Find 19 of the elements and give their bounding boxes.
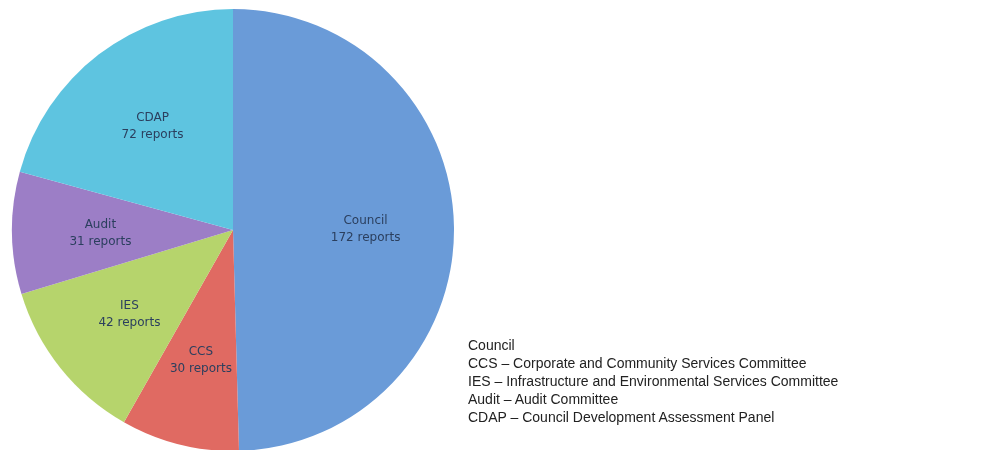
pie-slice bbox=[233, 9, 454, 450]
pie-slice bbox=[12, 171, 233, 295]
slice-label: CCS bbox=[188, 343, 214, 358]
pie-slice bbox=[19, 9, 233, 230]
slice-label: Audit bbox=[84, 216, 117, 231]
pie-slice bbox=[21, 230, 233, 423]
data-label: 31 reports bbox=[69, 233, 132, 248]
slice-label: IES bbox=[120, 297, 139, 312]
text: Audit – Audit Committee bbox=[468, 390, 620, 408]
data-label: 172 reports bbox=[330, 230, 401, 245]
data-label: 42 reports bbox=[98, 314, 161, 329]
data-label: 30 reports bbox=[169, 360, 232, 375]
slice-label: CDAP bbox=[136, 109, 169, 124]
slice-label: Council bbox=[343, 213, 388, 228]
data-label: 72 reports bbox=[121, 126, 184, 141]
text: CDAP – Council Development Assessment Panel bbox=[468, 408, 776, 426]
text: CCS – Corporate and Community Services Committee bbox=[468, 354, 808, 372]
text: IES – Infrastructure and Environmental Services Committee bbox=[468, 372, 839, 390]
text: Council bbox=[468, 336, 516, 354]
